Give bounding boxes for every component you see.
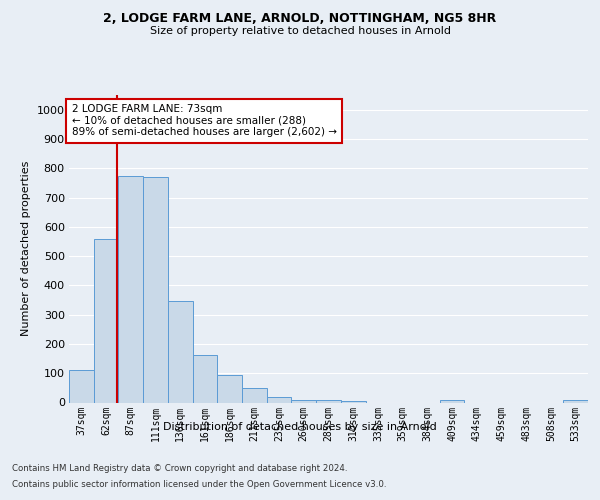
Bar xyxy=(316,400,341,402)
Bar xyxy=(292,400,316,402)
Bar xyxy=(168,302,193,402)
Bar xyxy=(341,401,365,402)
Text: Distribution of detached houses by size in Arnold: Distribution of detached houses by size … xyxy=(163,422,437,432)
Bar xyxy=(94,239,118,402)
Text: Contains public sector information licensed under the Open Government Licence v3: Contains public sector information licen… xyxy=(12,480,386,489)
Bar xyxy=(242,388,267,402)
Bar xyxy=(267,397,292,402)
Bar xyxy=(440,400,464,402)
Bar xyxy=(118,176,143,402)
Bar xyxy=(69,370,94,402)
Bar xyxy=(193,355,217,403)
Bar xyxy=(563,400,588,402)
Text: 2, LODGE FARM LANE, ARNOLD, NOTTINGHAM, NG5 8HR: 2, LODGE FARM LANE, ARNOLD, NOTTINGHAM, … xyxy=(103,12,497,26)
Bar xyxy=(143,177,168,402)
Text: 2 LODGE FARM LANE: 73sqm
← 10% of detached houses are smaller (288)
89% of semi-: 2 LODGE FARM LANE: 73sqm ← 10% of detach… xyxy=(71,104,337,138)
Y-axis label: Number of detached properties: Number of detached properties xyxy=(21,161,31,336)
Text: Size of property relative to detached houses in Arnold: Size of property relative to detached ho… xyxy=(149,26,451,36)
Bar xyxy=(217,374,242,402)
Text: Contains HM Land Registry data © Crown copyright and database right 2024.: Contains HM Land Registry data © Crown c… xyxy=(12,464,347,473)
